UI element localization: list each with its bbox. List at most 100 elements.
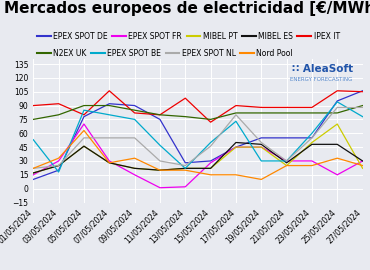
Nord Pool	[335, 157, 340, 160]
Nord Pool	[259, 178, 263, 181]
EPEX SPOT NL	[259, 141, 263, 144]
EPEX SPOT BE	[259, 159, 263, 163]
MIBEL ES	[56, 164, 61, 167]
EPEX SPOT FR	[310, 159, 314, 163]
N2EX UK	[158, 113, 162, 116]
IPEX IT	[259, 106, 263, 109]
EPEX SPOT DE	[335, 99, 340, 103]
Nord Pool	[158, 168, 162, 172]
MIBEL ES	[208, 167, 213, 170]
IPEX IT	[158, 113, 162, 116]
EPEX SPOT FR	[208, 161, 213, 164]
N2EX UK	[259, 111, 263, 114]
EPEX SPOT DE	[208, 159, 213, 163]
EPEX SPOT DE	[82, 115, 86, 118]
EPEX SPOT BE	[132, 118, 137, 121]
N2EX UK	[310, 111, 314, 114]
Line: N2EX UK: N2EX UK	[33, 106, 363, 119]
MIBEL PT	[82, 144, 86, 148]
EPEX SPOT BE	[107, 113, 111, 116]
EPEX SPOT FR	[360, 159, 365, 163]
IPEX IT	[31, 104, 36, 107]
N2EX UK	[234, 111, 238, 114]
Line: MIBEL PT: MIBEL PT	[33, 124, 363, 173]
MIBEL ES	[107, 161, 111, 164]
MIBEL ES	[31, 171, 36, 175]
EPEX SPOT BE	[208, 141, 213, 144]
EPEX SPOT BE	[234, 120, 238, 123]
MIBEL PT	[107, 161, 111, 164]
Text: Mercados europeos de electricidad [€/MWh]: Mercados europeos de electricidad [€/MWh…	[4, 1, 370, 16]
Nord Pool	[208, 173, 213, 176]
EPEX SPOT DE	[31, 178, 36, 181]
MIBEL ES	[335, 143, 340, 146]
IPEX IT	[310, 106, 314, 109]
N2EX UK	[285, 111, 289, 114]
MIBEL ES	[285, 161, 289, 164]
EPEX SPOT BE	[183, 167, 188, 170]
EPEX SPOT FR	[259, 146, 263, 149]
IPEX IT	[132, 111, 137, 114]
MIBEL ES	[310, 143, 314, 146]
EPEX SPOT NL	[360, 106, 365, 109]
Nord Pool	[107, 161, 111, 164]
IPEX IT	[360, 90, 365, 93]
EPEX SPOT NL	[132, 136, 137, 140]
EPEX SPOT FR	[132, 173, 137, 176]
EPEX SPOT DE	[310, 136, 314, 140]
EPEX SPOT NL	[335, 106, 340, 109]
EPEX SPOT FR	[31, 173, 36, 176]
IPEX IT	[234, 104, 238, 107]
EPEX SPOT NL	[234, 113, 238, 116]
EPEX SPOT NL	[183, 164, 188, 167]
IPEX IT	[183, 97, 188, 100]
EPEX SPOT FR	[158, 186, 162, 189]
EPEX SPOT DE	[158, 118, 162, 121]
EPEX SPOT BE	[82, 109, 86, 112]
N2EX UK	[56, 113, 61, 116]
EPEX SPOT NL	[56, 164, 61, 167]
Line: EPEX SPOT NL: EPEX SPOT NL	[33, 107, 363, 168]
N2EX UK	[82, 104, 86, 107]
EPEX SPOT FR	[107, 159, 111, 163]
EPEX SPOT NL	[310, 136, 314, 140]
MIBEL ES	[234, 141, 238, 144]
MIBEL ES	[158, 168, 162, 172]
EPEX SPOT FR	[234, 146, 238, 149]
EPEX SPOT BE	[31, 138, 36, 141]
EPEX SPOT BE	[158, 144, 162, 147]
EPEX SPOT NL	[285, 159, 289, 163]
N2EX UK	[335, 111, 340, 114]
Text: ENERGY FORECASTING: ENERGY FORECASTING	[290, 77, 353, 82]
EPEX SPOT NL	[208, 144, 213, 148]
EPEX SPOT BE	[285, 159, 289, 163]
EPEX SPOT FR	[56, 159, 61, 163]
N2EX UK	[132, 109, 137, 112]
N2EX UK	[183, 115, 188, 118]
MIBEL PT	[259, 146, 263, 149]
EPEX SPOT NL	[82, 136, 86, 140]
Line: EPEX SPOT FR: EPEX SPOT FR	[33, 124, 363, 188]
MIBEL PT	[310, 141, 314, 144]
EPEX SPOT DE	[234, 146, 238, 149]
MIBEL ES	[360, 159, 365, 163]
Nord Pool	[82, 129, 86, 132]
Line: IPEX IT: IPEX IT	[33, 91, 363, 122]
EPEX SPOT DE	[107, 102, 111, 105]
MIBEL PT	[335, 122, 340, 126]
EPEX SPOT BE	[335, 100, 340, 103]
EPEX SPOT FR	[183, 185, 188, 188]
MIBEL PT	[158, 168, 162, 172]
EPEX SPOT FR	[335, 173, 340, 176]
IPEX IT	[335, 89, 340, 92]
Nord Pool	[31, 167, 36, 170]
IPEX IT	[107, 89, 111, 92]
MIBEL PT	[285, 164, 289, 167]
MIBEL ES	[82, 144, 86, 148]
Line: MIBEL ES: MIBEL ES	[33, 143, 363, 173]
MIBEL PT	[31, 171, 36, 175]
EPEX SPOT DE	[132, 104, 137, 107]
Nord Pool	[183, 168, 188, 172]
IPEX IT	[56, 102, 61, 105]
N2EX UK	[208, 118, 213, 121]
